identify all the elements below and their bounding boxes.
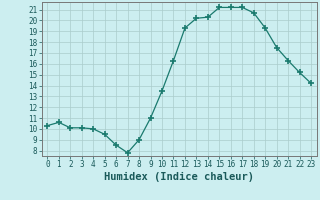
X-axis label: Humidex (Indice chaleur): Humidex (Indice chaleur) bbox=[104, 172, 254, 182]
